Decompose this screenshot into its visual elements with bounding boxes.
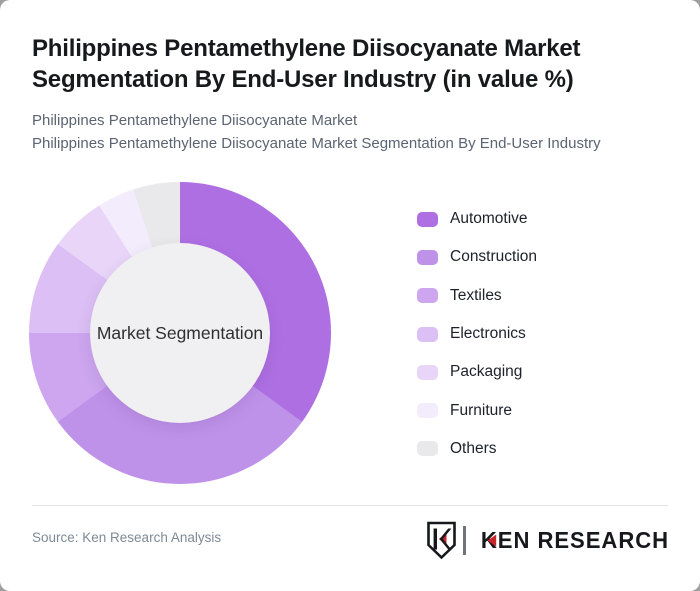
chart-legend: Automotive Construction Textiles Electronic…: [417, 200, 537, 468]
legend-item-construction: Construction: [417, 238, 537, 276]
legend-swatch: [417, 364, 438, 380]
legend-item-textiles: Textiles: [417, 277, 537, 315]
legend-label: Textiles: [450, 286, 502, 304]
legend-label: Furniture: [450, 401, 513, 419]
legend-label: Electronics: [450, 325, 526, 343]
donut-center: Market Segmentation: [90, 243, 270, 423]
legend-swatch: [417, 326, 438, 342]
ken-research-logo: K EN RESEARCH: [426, 520, 669, 560]
logo-wordmark: K EN RESEARCH: [481, 527, 669, 554]
legend-label: Automotive: [450, 210, 528, 228]
chart-subtitle-segmentation: Philippines Pentamethylene Diisocyanate …: [32, 135, 601, 152]
wordmark-rest: EN RESEARCH: [497, 526, 669, 553]
donut-center-label: Market Segmentation: [96, 322, 264, 343]
legend-swatch: [417, 288, 438, 304]
legend-label: Packaging: [450, 363, 523, 381]
wordmark-k: K: [480, 526, 498, 553]
logo-shield-icon: [427, 521, 457, 559]
chart-subtitle-market: Philippines Pentamethylene Diisocyanate …: [32, 112, 358, 129]
legend-label: Construction: [450, 248, 538, 266]
legend-item-automotive: Automotive: [417, 200, 537, 238]
source-text: Source: Ken Research Analysis: [32, 530, 222, 545]
legend-item-others: Others: [417, 430, 537, 468]
logo-divider: [463, 525, 466, 555]
legend-label: Others: [450, 439, 497, 457]
wordmark-k-accent-icon: [487, 534, 497, 547]
legend-swatch: [417, 403, 438, 419]
legend-item-furniture: Furniture: [417, 391, 537, 429]
legend-item-packaging: Packaging: [417, 353, 537, 391]
legend-item-electronics: Electronics: [417, 315, 537, 353]
legend-swatch: [417, 211, 438, 227]
legend-swatch: [417, 441, 438, 457]
footer-divider: [32, 505, 668, 506]
chart-title: Philippines Pentamethylene Diisocyanate …: [32, 35, 581, 93]
legend-swatch: [417, 249, 438, 265]
